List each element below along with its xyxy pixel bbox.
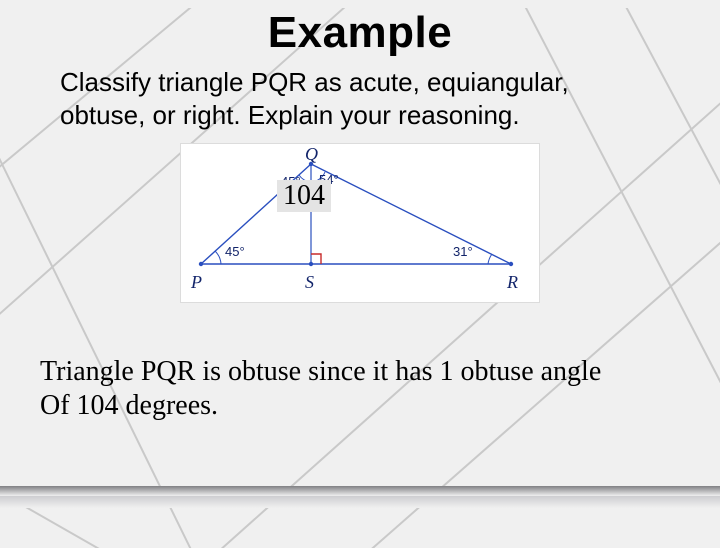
slide-title: Example	[40, 8, 680, 58]
overlay-104: 104	[277, 180, 331, 212]
angle-r: 31°	[453, 244, 473, 259]
angle-p: 45°	[225, 244, 245, 259]
label-p: P	[191, 272, 202, 293]
label-s: S	[305, 272, 314, 293]
prompt-line-1: Classify triangle PQR as acute, equiangu…	[60, 67, 569, 97]
slide-content: Example Classify triangle PQR as acute, …	[0, 8, 720, 422]
answer-line-1: Triangle PQR is obtuse since it has 1 ob…	[40, 356, 601, 387]
answer-text: Triangle PQR is obtuse since it has 1 ob…	[40, 355, 680, 422]
label-r: R	[507, 272, 518, 293]
prompt-line-2: obtuse, or right. Explain your reasoning…	[60, 100, 520, 130]
triangle-figure: P S R Q 45° 45° 54° 31° 104	[180, 143, 540, 303]
triangle-svg	[181, 144, 541, 304]
prompt-text: Classify triangle PQR as acute, equiangu…	[40, 66, 680, 131]
answer-line-2: Of 104 degrees.	[40, 390, 218, 421]
label-q: Q	[305, 144, 318, 165]
footer-decoration	[0, 486, 720, 516]
